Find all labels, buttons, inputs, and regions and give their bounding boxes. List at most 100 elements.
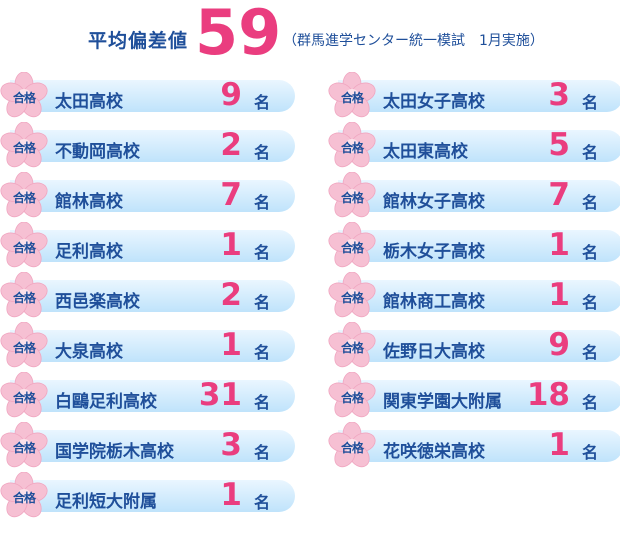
pass-badge-label: 合格 xyxy=(340,141,364,155)
pass-count: 1 xyxy=(220,477,242,513)
pass-count: 1 xyxy=(220,327,242,363)
unit-label: 名 xyxy=(253,393,270,412)
pass-badge-label: 合格 xyxy=(340,191,364,205)
school-row-right-5: 合格 館林商工高校 1 名 xyxy=(328,272,620,318)
unit-label: 名 xyxy=(253,343,270,362)
pass-badge-label: 合格 xyxy=(340,91,364,105)
school-row-left-8: 合格 国学院栃木高校 3 名 xyxy=(0,422,295,468)
school-name: 西邑楽高校 xyxy=(55,292,140,312)
unit-label: 名 xyxy=(253,193,270,212)
sakura-icon xyxy=(0,472,48,518)
school-name: 足利短大附属 xyxy=(55,492,157,512)
pass-count: 18 xyxy=(526,377,570,413)
pass-count: 2 xyxy=(220,277,242,313)
school-row-left-6: 合格 大泉高校 1 名 xyxy=(0,322,295,368)
sakura-icon xyxy=(328,172,376,218)
row-bar xyxy=(10,380,295,412)
row-bar xyxy=(338,380,620,412)
pass-badge-label: 合格 xyxy=(340,241,364,255)
school-name: 大泉高校 xyxy=(55,342,123,362)
unit-label: 名 xyxy=(253,143,270,162)
pass-count: 1 xyxy=(220,227,242,263)
sakura-icon xyxy=(0,422,48,468)
pass-badge-label: 合格 xyxy=(340,291,364,305)
sakura-icon xyxy=(328,322,376,368)
row-bar xyxy=(10,330,295,362)
school-row-right-6: 合格 佐野日大高校 9 名 xyxy=(328,322,620,368)
school-row-right-2: 合格 太田東高校 5 名 xyxy=(328,122,620,168)
school-name: 館林商工高校 xyxy=(383,292,485,312)
school-name: 太田東高校 xyxy=(383,142,468,162)
row-bar xyxy=(10,130,295,162)
row-bar xyxy=(338,80,620,112)
row-bar xyxy=(10,280,295,312)
pass-badge-label: 合格 xyxy=(12,191,36,205)
pass-badge-label: 合格 xyxy=(340,341,364,355)
pass-count: 9 xyxy=(220,77,242,113)
pass-count: 7 xyxy=(548,177,570,213)
pass-count: 1 xyxy=(548,277,570,313)
row-bar xyxy=(338,330,620,362)
school-name: 関東学園大附属 xyxy=(383,392,502,412)
pass-badge-label: 合格 xyxy=(12,291,36,305)
sakura-icon xyxy=(0,72,48,118)
sakura-icon xyxy=(0,372,48,418)
pass-badge-label: 合格 xyxy=(12,391,36,405)
pass-count: 31 xyxy=(198,377,242,413)
sakura-icon xyxy=(0,322,48,368)
school-name: 白鷗足利高校 xyxy=(55,392,157,412)
row-bar xyxy=(338,280,620,312)
school-name: 太田高校 xyxy=(55,92,123,112)
average-score-label: 平均偏差値 xyxy=(88,30,189,52)
school-row-right-1: 合格 太田女子高校 3 名 xyxy=(328,72,620,118)
school-row-left-4: 合格 足利高校 1 名 xyxy=(0,222,295,268)
school-name: 館林女子高校 xyxy=(383,192,485,212)
school-name: 佐野日大高校 xyxy=(383,342,485,362)
unit-label: 名 xyxy=(253,493,270,512)
row-bar xyxy=(338,430,620,462)
row-bar xyxy=(338,180,620,212)
pass-count: 1 xyxy=(548,227,570,263)
sakura-icon xyxy=(328,122,376,168)
school-name: 花咲徳栄高校 xyxy=(383,442,485,462)
unit-label: 名 xyxy=(581,293,598,312)
school-row-right-4: 合格 栃木女子高校 1 名 xyxy=(328,222,620,268)
sakura-icon xyxy=(0,272,48,318)
pass-count: 3 xyxy=(548,77,570,113)
row-bar xyxy=(10,230,295,262)
unit-label: 名 xyxy=(581,193,598,212)
sakura-icon xyxy=(328,222,376,268)
sakura-icon xyxy=(0,222,48,268)
school-row-right-3: 合格 館林女子高校 7 名 xyxy=(328,172,620,218)
pass-count: 3 xyxy=(220,427,242,463)
header: 平均偏差値 59 （群馬進学センター統一模試 1月実施） xyxy=(0,0,620,70)
pass-badge-label: 合格 xyxy=(12,141,36,155)
unit-label: 名 xyxy=(581,93,598,112)
pass-count: 5 xyxy=(548,127,570,163)
school-name: 太田女子高校 xyxy=(383,92,485,112)
pass-badge-label: 合格 xyxy=(12,441,36,455)
unit-label: 名 xyxy=(581,143,598,162)
pass-badge-label: 合格 xyxy=(12,341,36,355)
row-bar xyxy=(10,80,295,112)
row-bar xyxy=(10,180,295,212)
school-name: 不動岡高校 xyxy=(55,142,140,162)
unit-label: 名 xyxy=(253,243,270,262)
school-row-left-7: 合格 白鷗足利高校 31 名 xyxy=(0,372,295,418)
unit-label: 名 xyxy=(253,443,270,462)
school-row-left-3: 合格 館林高校 7 名 xyxy=(0,172,295,218)
average-score-value: 59 xyxy=(195,0,282,69)
sakura-icon xyxy=(0,122,48,168)
pass-count: 7 xyxy=(220,177,242,213)
unit-label: 名 xyxy=(581,443,598,462)
row-bar xyxy=(10,480,295,512)
pass-badge-label: 合格 xyxy=(12,241,36,255)
sakura-icon xyxy=(328,272,376,318)
school-row-left-1: 合格 太田高校 9 名 xyxy=(0,72,295,118)
pass-count: 2 xyxy=(220,127,242,163)
school-row-right-7: 合格 関東学園大附属 18 名 xyxy=(328,372,620,418)
unit-label: 名 xyxy=(581,243,598,262)
pass-badge-label: 合格 xyxy=(340,441,364,455)
sakura-icon xyxy=(328,72,376,118)
pass-count: 1 xyxy=(548,427,570,463)
